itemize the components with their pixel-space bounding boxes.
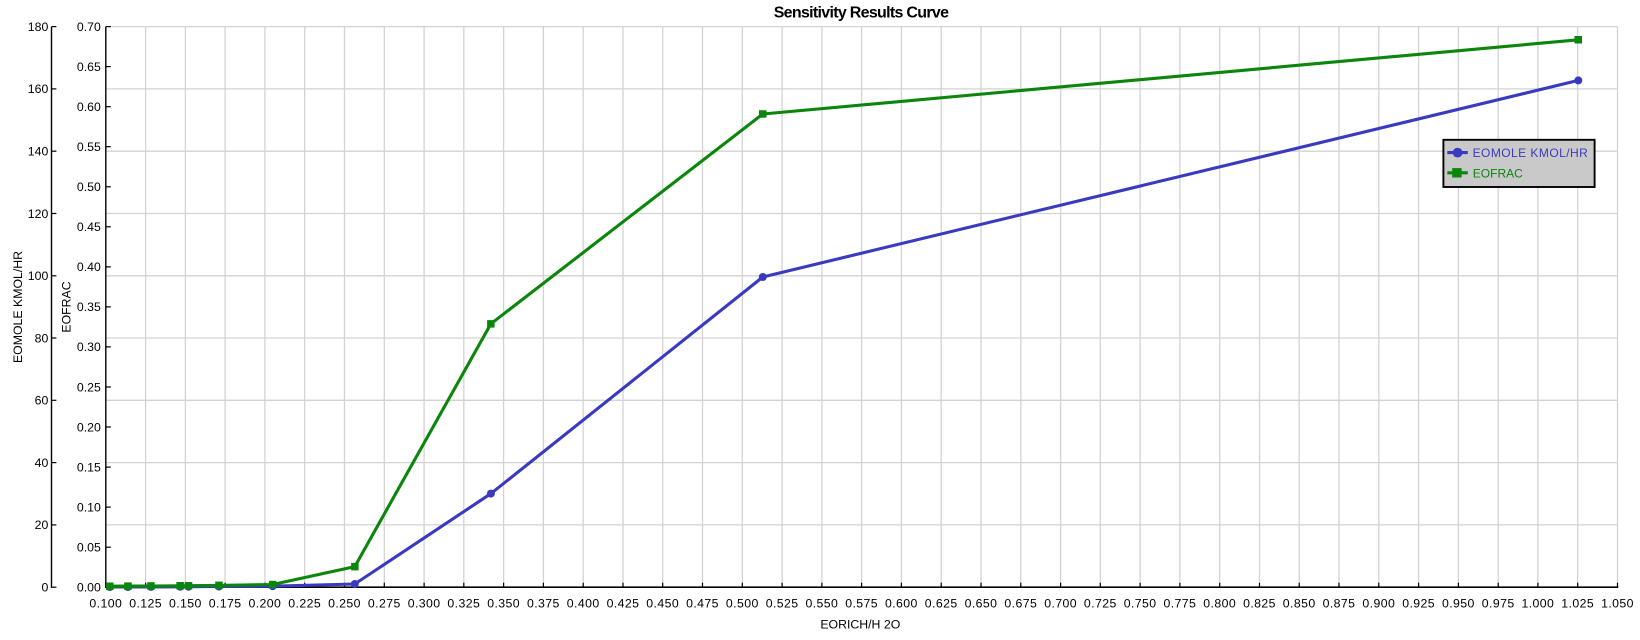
svg-text:EOMOLE KMOL/HR: EOMOLE KMOL/HR xyxy=(1473,146,1589,160)
svg-text:0.700: 0.700 xyxy=(1044,596,1077,610)
svg-text:0.20: 0.20 xyxy=(77,420,101,434)
svg-text:0.125: 0.125 xyxy=(129,596,162,610)
svg-text:0.70: 0.70 xyxy=(77,20,101,34)
svg-text:0.275: 0.275 xyxy=(368,596,401,610)
svg-text:0.925: 0.925 xyxy=(1402,596,1435,610)
svg-text:0.250: 0.250 xyxy=(328,596,361,610)
svg-text:0.175: 0.175 xyxy=(209,596,242,610)
svg-text:0.725: 0.725 xyxy=(1084,596,1117,610)
svg-text:0.475: 0.475 xyxy=(686,596,719,610)
svg-text:0.675: 0.675 xyxy=(1004,596,1037,610)
svg-text:0.40: 0.40 xyxy=(77,260,101,274)
svg-text:0.425: 0.425 xyxy=(607,596,640,610)
svg-text:EORICH/H 2O: EORICH/H 2O xyxy=(820,618,900,632)
svg-text:1.000: 1.000 xyxy=(1522,596,1555,610)
svg-text:0.500: 0.500 xyxy=(726,596,759,610)
svg-text:0.200: 0.200 xyxy=(249,596,282,610)
svg-text:0.375: 0.375 xyxy=(527,596,560,610)
svg-text:0.300: 0.300 xyxy=(408,596,441,610)
svg-text:0.35: 0.35 xyxy=(77,300,101,314)
svg-text:0.45: 0.45 xyxy=(77,220,101,234)
svg-text:0.55: 0.55 xyxy=(77,140,101,154)
svg-text:0.00: 0.00 xyxy=(77,581,101,595)
svg-text:120: 120 xyxy=(28,207,49,221)
svg-text:1.050: 1.050 xyxy=(1601,596,1634,610)
svg-text:0.450: 0.450 xyxy=(646,596,679,610)
svg-text:20: 20 xyxy=(35,518,49,532)
svg-text:0.750: 0.750 xyxy=(1124,596,1157,610)
svg-text:0: 0 xyxy=(41,581,48,595)
svg-text:0.625: 0.625 xyxy=(925,596,958,610)
svg-text:EOFRAC: EOFRAC xyxy=(1473,166,1523,180)
svg-text:0.25: 0.25 xyxy=(77,380,101,394)
svg-text:0.400: 0.400 xyxy=(567,596,600,610)
svg-text:0.15: 0.15 xyxy=(77,460,101,474)
svg-text:0.825: 0.825 xyxy=(1243,596,1276,610)
svg-text:0.525: 0.525 xyxy=(766,596,799,610)
svg-text:60: 60 xyxy=(35,394,49,408)
svg-text:0.775: 0.775 xyxy=(1164,596,1197,610)
svg-text:0.800: 0.800 xyxy=(1203,596,1236,610)
svg-text:0.100: 0.100 xyxy=(89,596,122,610)
svg-text:0.225: 0.225 xyxy=(288,596,321,610)
svg-text:0.350: 0.350 xyxy=(487,596,520,610)
svg-text:0.325: 0.325 xyxy=(447,596,480,610)
svg-text:0.30: 0.30 xyxy=(77,340,101,354)
svg-text:0.850: 0.850 xyxy=(1283,596,1316,610)
svg-text:100: 100 xyxy=(28,269,49,283)
svg-text:80: 80 xyxy=(35,331,49,345)
svg-text:0.650: 0.650 xyxy=(965,596,998,610)
svg-text:0.600: 0.600 xyxy=(885,596,918,610)
svg-text:0.550: 0.550 xyxy=(806,596,839,610)
svg-text:0.150: 0.150 xyxy=(169,596,202,610)
svg-text:0.65: 0.65 xyxy=(77,60,101,74)
svg-text:1.025: 1.025 xyxy=(1561,596,1594,610)
svg-text:180: 180 xyxy=(28,20,49,34)
svg-text:0.10: 0.10 xyxy=(77,500,101,514)
svg-text:0.975: 0.975 xyxy=(1482,596,1515,610)
svg-text:160: 160 xyxy=(28,82,49,96)
svg-text:0.60: 0.60 xyxy=(77,100,101,114)
svg-text:EOFRAC: EOFRAC xyxy=(60,281,74,332)
svg-text:0.575: 0.575 xyxy=(845,596,878,610)
svg-text:Sensitivity Results Curve: Sensitivity Results Curve xyxy=(774,5,949,22)
svg-text:0.875: 0.875 xyxy=(1323,596,1356,610)
svg-text:EOMOLE KMOL/HR: EOMOLE KMOL/HR xyxy=(11,251,25,363)
svg-text:0.900: 0.900 xyxy=(1362,596,1395,610)
svg-text:0.950: 0.950 xyxy=(1442,596,1475,610)
svg-text:0.05: 0.05 xyxy=(77,541,101,555)
svg-text:40: 40 xyxy=(35,456,49,470)
svg-text:140: 140 xyxy=(28,145,49,159)
svg-text:0.50: 0.50 xyxy=(77,180,101,194)
